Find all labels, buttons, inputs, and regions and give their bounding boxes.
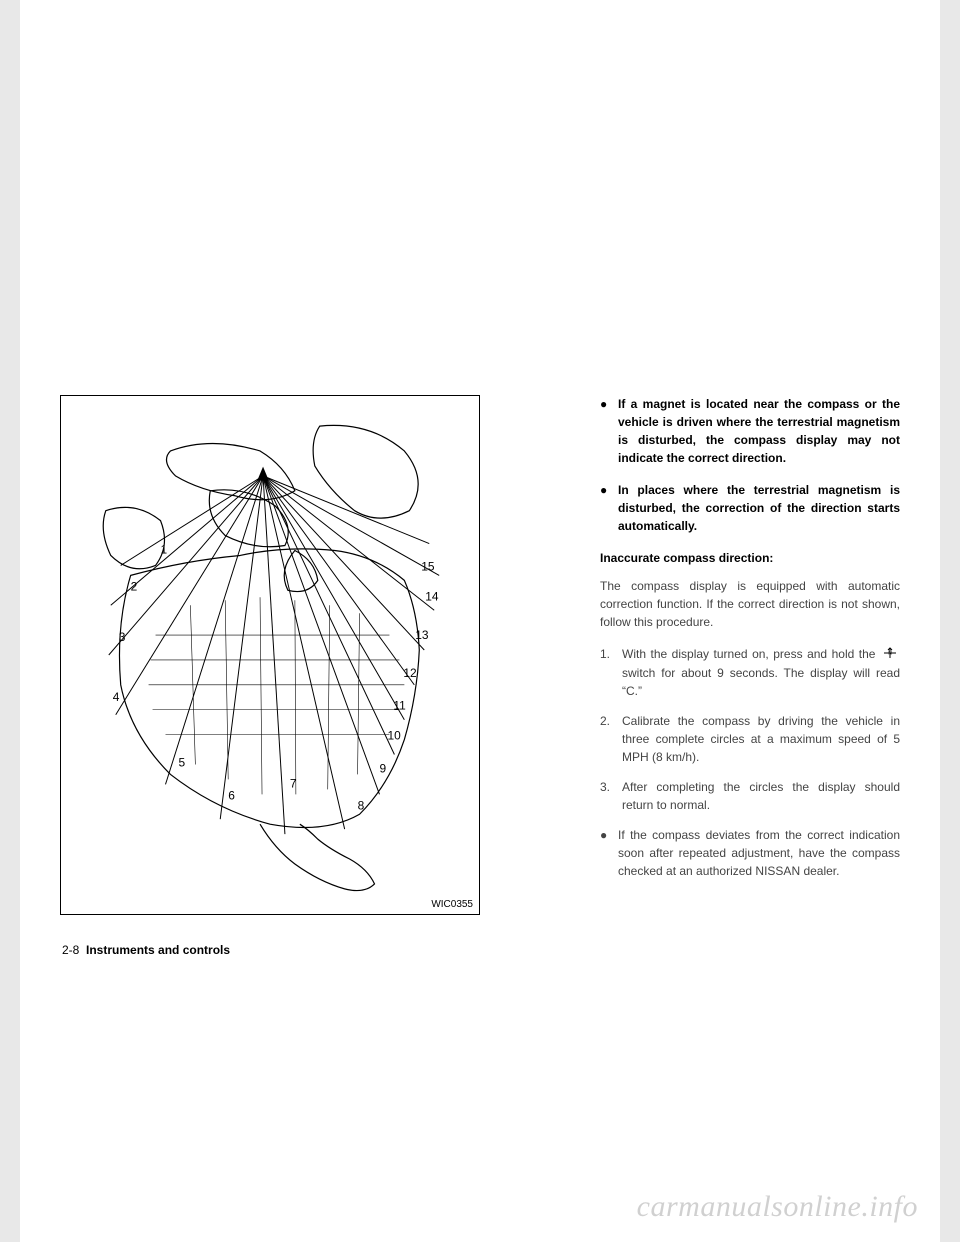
bullet-icon: ● — [600, 481, 618, 535]
bullet-icon: ● — [600, 395, 618, 467]
svg-text:11: 11 — [393, 699, 406, 713]
step-2: 2. Calibrate the compass by driving the … — [600, 712, 900, 766]
step-1: 1. With the display turned on, press and… — [600, 645, 900, 700]
subheading: Inaccurate compass direction: — [600, 549, 900, 567]
step-3: 3. After completing the circles the disp… — [600, 778, 900, 814]
svg-text:9: 9 — [379, 761, 386, 775]
svg-text:1: 1 — [161, 542, 168, 556]
svg-text:6: 6 — [228, 788, 235, 802]
svg-text:7: 7 — [290, 776, 297, 790]
figure-code: WIC0355 — [431, 899, 473, 910]
svg-text:12: 12 — [403, 666, 417, 680]
step-post: switch for about 9 seconds. The display … — [622, 666, 900, 698]
svg-text:3: 3 — [119, 630, 126, 644]
bold-bullet-2: ● In places where the terrestrial magnet… — [600, 481, 900, 535]
content-columns: 123456789101112131415 WIC0355 ● If a mag… — [20, 0, 940, 915]
step-number: 3. — [600, 778, 622, 814]
svg-text:5: 5 — [178, 755, 185, 769]
bold-bullet-text: In places where the terrestrial magnetis… — [618, 481, 900, 535]
svg-text:14: 14 — [425, 589, 439, 603]
step-text: After completing the circles the display… — [622, 778, 900, 814]
page-footer: 2-8 Instruments and controls — [62, 943, 230, 957]
bold-bullet-1: ● If a magnet is located near the compas… — [600, 395, 900, 467]
svg-text:10: 10 — [387, 729, 401, 743]
page-number: 2-8 — [62, 943, 79, 957]
svg-text:8: 8 — [358, 798, 365, 812]
bold-bullet-text: If a magnet is located near the compass … — [618, 395, 900, 467]
left-column: 123456789101112131415 WIC0355 — [60, 395, 480, 915]
section-title: Instruments and controls — [86, 943, 230, 957]
svg-text:13: 13 — [415, 628, 429, 642]
svg-text:15: 15 — [421, 559, 435, 573]
zone-map-svg: 123456789101112131415 — [61, 396, 479, 914]
svg-text:2: 2 — [131, 579, 138, 593]
zone-map-figure: 123456789101112131415 WIC0355 — [60, 395, 480, 915]
step-number: 2. — [600, 712, 622, 766]
compass-switch-icon: N — [882, 646, 898, 664]
step-number: 1. — [600, 645, 622, 700]
step-text: With the display turned on, press and ho… — [622, 645, 900, 700]
svg-text:4: 4 — [113, 690, 120, 704]
watermark: carmanualsonline.info — [637, 1190, 918, 1224]
tail-bullet: ● If the compass deviates from the corre… — [600, 826, 900, 880]
bullet-icon: ● — [600, 826, 618, 880]
tail-bullet-text: If the compass deviates from the correct… — [618, 826, 900, 880]
intro-paragraph: The compass display is equipped with aut… — [600, 577, 900, 631]
right-column: ● If a magnet is located near the compas… — [600, 395, 900, 915]
step-text: Calibrate the compass by driving the veh… — [622, 712, 900, 766]
step-pre: With the display turned on, press and ho… — [622, 647, 875, 661]
svg-text:N: N — [888, 650, 892, 656]
manual-page: 123456789101112131415 WIC0355 ● If a mag… — [20, 0, 940, 1242]
